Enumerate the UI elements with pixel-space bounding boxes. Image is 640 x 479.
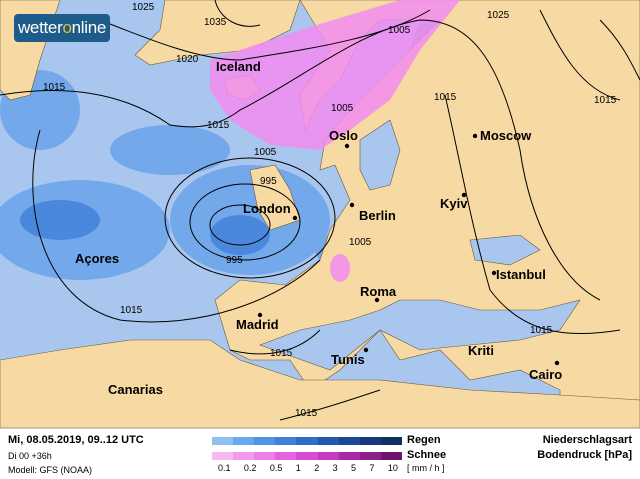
isobar-label: 1020 bbox=[176, 54, 199, 65]
snow-label: Schnee bbox=[407, 449, 447, 461]
city-label-acores: Açores bbox=[75, 251, 120, 266]
city-label-canarias: Canarias bbox=[108, 382, 163, 397]
snow-scale-step bbox=[296, 452, 318, 460]
scale-tick-label: 3 bbox=[332, 463, 338, 473]
city-label-madrid: Madrid bbox=[236, 317, 279, 332]
rain-scale-step bbox=[212, 437, 234, 445]
scale-tick-label: 10 bbox=[387, 463, 398, 473]
city-dots bbox=[257, 133, 560, 366]
isobar-lines bbox=[0, 0, 640, 421]
snow-scale-step bbox=[254, 452, 276, 460]
snow-scale-step bbox=[212, 452, 234, 460]
city-label-london: London bbox=[243, 201, 291, 216]
isobar-label: 1025 bbox=[132, 2, 155, 13]
city-label-cairo: Cairo bbox=[529, 367, 563, 382]
mediterranean bbox=[259, 299, 581, 371]
isobar-label: 1015 bbox=[207, 120, 230, 131]
snow-scale-step bbox=[359, 452, 381, 460]
rain-label: Regen bbox=[407, 434, 441, 446]
city-label-oslo: Oslo bbox=[329, 128, 358, 143]
city-label-tunis: Tunis bbox=[331, 352, 365, 367]
isobar-labels: 1025 1035 1020 1015 1015 1005 995 995 10… bbox=[43, 2, 617, 419]
scale-tick-label: 0.5 bbox=[269, 463, 283, 473]
scale-tick-label: 1 bbox=[295, 463, 301, 473]
rain-scale-step bbox=[380, 437, 402, 445]
city-label-berlin: Berlin bbox=[359, 208, 396, 223]
scale-tick-label: 7 bbox=[369, 463, 375, 473]
wetteronline-logo[interactable]: wetteronline bbox=[14, 14, 110, 42]
rain-scale-step bbox=[275, 437, 297, 445]
seas bbox=[259, 119, 581, 371]
rain-scale-step bbox=[254, 437, 276, 445]
city-label-kriti: Kriti bbox=[468, 343, 494, 358]
snow-scale-step bbox=[233, 452, 255, 460]
isobar-label: 995 bbox=[226, 255, 243, 266]
isobar-label: 1035 bbox=[204, 17, 227, 28]
isobar-label: 1015 bbox=[270, 348, 293, 359]
scale-tick-label: 5 bbox=[351, 463, 357, 473]
city-label-roma: Roma bbox=[360, 284, 397, 299]
isobar-label: 1005 bbox=[331, 103, 354, 114]
city-label-iceland: Iceland bbox=[216, 59, 261, 74]
rain-scale-step bbox=[233, 437, 255, 445]
rain-scale-step bbox=[317, 437, 339, 445]
isobar-label: 1005 bbox=[388, 25, 411, 36]
legend-footer: Mi, 08.05.2019, 09..12 UTC Di 00 +36h Mo… bbox=[0, 428, 640, 479]
snow-scale-step bbox=[380, 452, 402, 460]
baltic bbox=[359, 119, 401, 191]
city-label-istanbul: Istanbul bbox=[496, 267, 546, 282]
scale-tick-label: 2 bbox=[314, 463, 320, 473]
isobar-label: 995 bbox=[260, 176, 277, 187]
city-label-kyiv: Kyiv bbox=[440, 196, 468, 211]
rain-scale-step bbox=[338, 437, 360, 445]
isobar-label: 1025 bbox=[487, 10, 510, 21]
isobar-label: 1015 bbox=[594, 95, 617, 106]
isobar-label: 1015 bbox=[530, 325, 553, 336]
legend-title-pressure: Bodendruck [hPa] bbox=[537, 449, 632, 461]
black-sea bbox=[469, 234, 541, 266]
scale-tick-label: 0.1 bbox=[218, 463, 231, 473]
isobar-label: 1015 bbox=[43, 82, 66, 93]
snow-scale-step bbox=[338, 452, 360, 460]
snow-scale-step bbox=[275, 452, 297, 460]
forecast-datetime: Mi, 08.05.2019, 09..12 UTC bbox=[8, 434, 144, 446]
isobar-label: 1015 bbox=[434, 92, 457, 103]
snow-color-scale bbox=[212, 452, 402, 460]
isobar-label: 1015 bbox=[295, 408, 318, 419]
scale-ticks: 0.1 0.2 0.5 1 2 3 5 7 10 bbox=[218, 463, 398, 473]
legend-title-precip-type: Niederschlagsart bbox=[542, 434, 632, 446]
rain-scale-step bbox=[296, 437, 318, 445]
rain-scale-step bbox=[359, 437, 381, 445]
model-name: Modell: GFS (NOAA) bbox=[8, 465, 93, 475]
snow-scale-step bbox=[317, 452, 339, 460]
snow-areas bbox=[210, 0, 460, 282]
model-run: Di 00 +36h bbox=[8, 451, 52, 461]
weather-map[interactable]: 1025 1035 1020 1015 1015 1005 995 995 10… bbox=[0, 0, 640, 428]
africa bbox=[0, 339, 640, 428]
unit-label: [ mm / h ] bbox=[407, 463, 445, 473]
isobar-label: 1005 bbox=[349, 237, 372, 248]
scale-tick-label: 0.2 bbox=[243, 463, 257, 473]
rain-color-scale bbox=[212, 437, 402, 445]
city-label-moscow: Moscow bbox=[480, 128, 532, 143]
isobar-label: 1005 bbox=[254, 147, 277, 158]
isobar-label: 1015 bbox=[120, 305, 143, 316]
